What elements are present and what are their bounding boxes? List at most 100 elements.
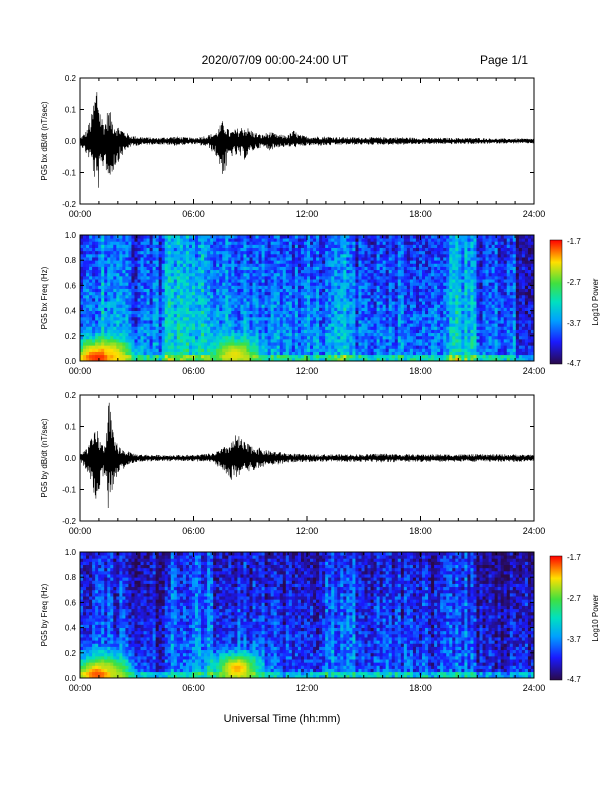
panel-bx-spectrogram-power-cell	[149, 348, 154, 352]
panel-bx-spectrogram-power-cell	[310, 329, 314, 334]
panel-bx-spectrogram-power-cell	[373, 275, 378, 280]
panel-bx-spectrogram-power-cell	[352, 247, 356, 252]
panel-bx-spectrogram-power-cell	[400, 250, 405, 255]
panel-bx-spectrogram-power-cell	[443, 320, 447, 324]
panel-bx-spectrogram-power-cell	[204, 275, 208, 280]
panel-bx-spectrogram-power-cell	[346, 357, 350, 362]
panel-bx-spectrogram-power-cell	[228, 316, 232, 321]
panel-bx-spectrogram-power-cell	[225, 275, 229, 280]
panel-bx-spectrogram-power-cell	[325, 313, 329, 318]
panel-bx-spectrogram-power-cell	[282, 260, 287, 264]
panel-bx-spectrogram-power-cell	[409, 238, 414, 242]
panel-bx-spectrogram-power-cell	[409, 257, 414, 261]
panel-bx-spectrogram-power-cell	[104, 332, 108, 337]
panel-bx-spectrogram-power-cell	[167, 260, 172, 264]
panel-bx-spectrogram-power-cell	[340, 241, 344, 245]
panel-bx-spectrogram-power-cell	[415, 323, 420, 327]
panel-bx-spectrogram-power-cell	[328, 266, 332, 271]
panel-bx-spectrogram-power-cell	[195, 247, 199, 252]
panel-bx-spectrogram-power-cell	[158, 301, 163, 305]
panel-bx-spectrogram-power-cell	[216, 260, 220, 264]
panel-bx-spectrogram-power-cell	[370, 313, 374, 318]
panel-bx-spectrogram-power-cell	[303, 244, 308, 248]
panel-bx-spectrogram-power-cell	[158, 282, 163, 286]
panel-bx-spectrogram-power-cell	[240, 263, 244, 267]
panel-bx-spectrogram-power-cell	[185, 329, 190, 334]
panel-bx-spectrogram-power-cell	[334, 285, 338, 289]
panel-bx-spectrogram-power-cell	[297, 279, 302, 283]
panel-bx-spectrogram-power-cell	[334, 275, 338, 280]
panel-bx-spectrogram-power-cell	[176, 279, 181, 283]
panel-bx-spectrogram-power-cell	[179, 351, 184, 356]
panel-bx-spectrogram-power-cell	[349, 269, 353, 274]
panel-bx-spectrogram-power-cell	[282, 338, 287, 343]
panel-bx-spectrogram-power-cell	[252, 244, 256, 248]
panel-bx-spectrogram-power-cell	[349, 282, 353, 286]
panel-bx-spectrogram-power-cell	[246, 294, 250, 299]
panel-bx-spectrogram-power-cell	[310, 313, 314, 318]
panel-bx-spectrogram-power-cell	[352, 354, 356, 359]
panel-bx-spectrogram-power-cell	[213, 291, 217, 296]
panel-bx-spectrogram-power-cell	[285, 288, 290, 293]
panel-bx-spectrogram-power-cell	[440, 301, 444, 305]
panel-bx-spectrogram-power-cell	[434, 272, 438, 277]
panel-bx-spectrogram-power-cell	[428, 335, 432, 340]
panel-bx-spectrogram-power-cell	[334, 320, 338, 324]
panel-bx-spectrogram-power-cell	[391, 294, 396, 299]
panel-bx-spectrogram-power-cell	[297, 282, 302, 286]
panel-bx-spectrogram-power-cell	[182, 345, 187, 349]
panel-bx-spectrogram-power-cell	[252, 316, 256, 321]
panel-bx-spectrogram-power-cell	[270, 354, 275, 359]
panel-bx-spectrogram-power-cell	[261, 342, 266, 346]
panel-bx-spectrogram-power-cell	[270, 310, 275, 315]
panel-bx-spectrogram-power-cell	[300, 338, 305, 343]
panel-bx-spectrogram-power-cell	[440, 338, 444, 343]
panel-bx-spectrogram-power-cell	[198, 263, 202, 267]
panel-bx-spectrogram-power-cell	[107, 351, 111, 356]
panel-bx-spectrogram-power-cell	[267, 269, 272, 274]
panel-bx-spectrogram-power-cell	[273, 351, 278, 356]
panel-bx-spectrogram-power-cell	[397, 313, 402, 318]
panel-bx-spectrogram-power-cell	[228, 247, 232, 252]
panel-bx-spectrogram-power-cell	[343, 304, 347, 308]
panel-bx-spectrogram-power-cell	[382, 342, 387, 346]
panel-bx-spectrogram-power-cell	[128, 357, 132, 362]
panel-bx-spectrogram-power-cell	[210, 247, 214, 252]
panel-bx-spectrogram-power-cell	[261, 357, 266, 362]
panel-bx-spectrogram-power-cell	[134, 342, 138, 346]
panel-bx-spectrogram-power-cell	[228, 326, 232, 330]
panel-bx-spectrogram-power-cell	[104, 338, 108, 343]
panel-bx-spectrogram-power-cell	[134, 310, 138, 315]
panel-bx-spectrogram-power-cell	[334, 294, 338, 299]
panel-bx-spectrogram-power-cell	[134, 354, 138, 359]
panel-bx-spectrogram-power-cell	[258, 282, 262, 286]
panel-bx-spectrogram-power-cell	[440, 238, 444, 242]
panel-bx-spectrogram-power-cell	[328, 320, 332, 324]
panel-bx-spectrogram-power-cell	[376, 272, 381, 277]
panel-bx-spectrogram-power-cell	[201, 298, 205, 302]
panel-bx-spectrogram-power-cell	[337, 244, 341, 248]
panel-bx-spectrogram-power-cell	[322, 238, 326, 242]
panel-bx-spectrogram-power-cell	[267, 335, 272, 340]
panel-bx-spectrogram-power-cell	[267, 291, 272, 296]
panel-bx-spectrogram-power-cell	[313, 335, 317, 340]
panel-bx-spectrogram-power-cell	[361, 329, 365, 334]
panel-bx-spectrogram-power-cell	[210, 301, 214, 305]
panel-bx-spectrogram-power-cell	[391, 345, 396, 349]
panel-bx-spectrogram-power-cell	[346, 345, 350, 349]
panel-bx-spectrogram-power-cell	[137, 291, 141, 296]
panel-bx-spectrogram-power-cell	[231, 298, 235, 302]
panel-bx-spectrogram-power-cell	[107, 238, 111, 242]
panel-bx-spectrogram-power-cell	[104, 329, 108, 334]
panel-bx-spectrogram-power-cell	[331, 348, 335, 352]
panel-bx-spectrogram-power-cell	[213, 357, 217, 362]
panel-bx-spectrogram-power-cell	[300, 241, 305, 245]
panel-bx-spectrogram-power-cell	[403, 253, 408, 258]
panel-bx-spectrogram-power-cell	[397, 291, 402, 296]
panel-bx-spectrogram-power-cell	[288, 304, 293, 308]
panel-bx-spectrogram-power-cell	[313, 272, 317, 277]
panel-bx-spectrogram-power-cell	[146, 291, 151, 296]
panel-bx-spectrogram-power-cell	[355, 316, 359, 321]
panel-bx-spectrogram-power-cell	[373, 235, 378, 239]
panel-bx-spectrogram-power-cell	[310, 285, 314, 289]
